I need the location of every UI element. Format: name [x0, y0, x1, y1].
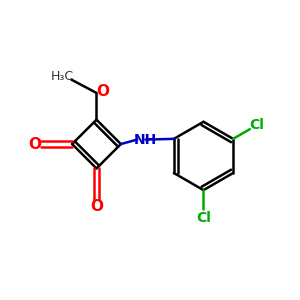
- Text: O: O: [90, 199, 103, 214]
- Text: H₃C: H₃C: [51, 70, 74, 83]
- Text: NH: NH: [134, 133, 157, 147]
- Text: Cl: Cl: [250, 118, 265, 132]
- Text: Cl: Cl: [196, 211, 211, 225]
- Text: O: O: [97, 84, 110, 99]
- Text: O: O: [28, 136, 41, 152]
